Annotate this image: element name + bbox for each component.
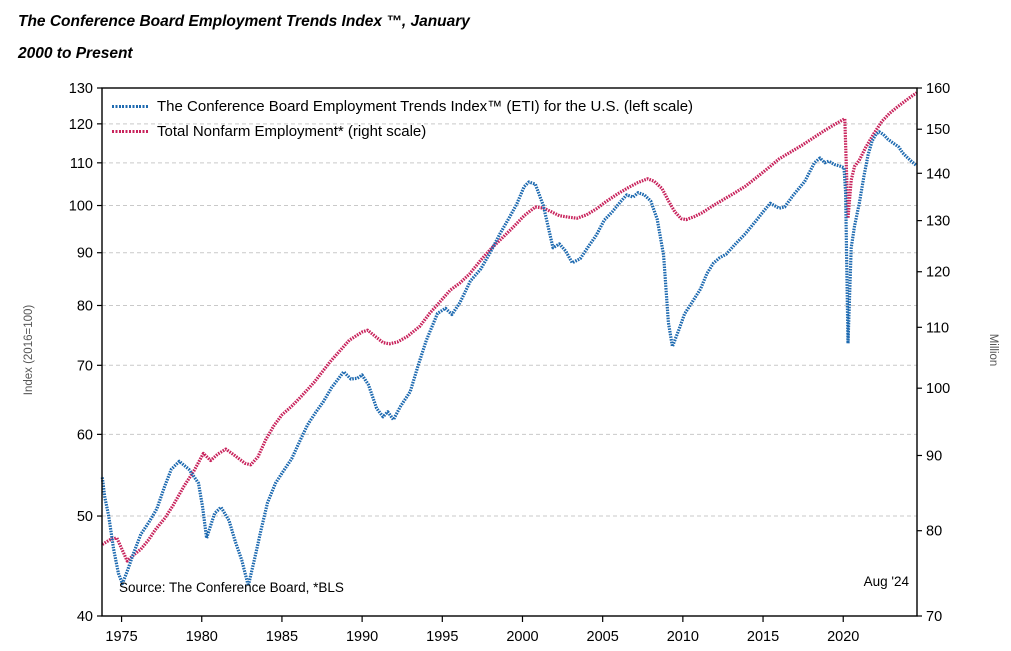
left-axis-tick-label-60: 60 [77,427,93,443]
nonfarm-legend-label: Total Nonfarm Employment* (right scale) [157,123,427,140]
left-axis-tick-label-100: 100 [69,199,93,215]
left-axis-tick-label-40: 40 [77,609,93,625]
nonfarm-line-swatch [112,129,148,134]
left-axis-tick-label-130: 130 [69,81,93,97]
right-axis-tick-label-160: 160 [926,81,950,97]
left-axis-tick-label-90: 90 [77,246,93,262]
right-axis-tick-label-140: 140 [926,166,950,182]
right-axis-tick-label-70: 70 [926,609,942,625]
left-axis-tick-label-120: 120 [69,117,93,133]
plot-border [101,87,918,617]
right-axis-tick-label-130: 130 [926,214,950,230]
right-axis-tick-label-150: 150 [926,122,950,138]
x-axis-tick-label-2005: 2005 [587,629,619,645]
left-axis-tick-label-50: 50 [77,509,93,525]
last-point-date-label: Aug '24 [863,574,909,589]
legend-item-eti: The Conference Board Employment Trends I… [112,94,693,119]
eti-legend-label: The Conference Board Employment Trends I… [157,98,694,115]
right-axis-tick-label-120: 120 [926,265,950,281]
nonfarm-line [101,91,918,563]
right-axis-tick-label-80: 80 [926,524,942,540]
x-axis-tick-label-2010: 2010 [667,629,699,645]
x-axis-tick-label-2000: 2000 [506,629,538,645]
chart-title: The Conference Board Employment Trends I… [18,6,658,70]
right-axis-title: Million [987,333,999,367]
x-axis-tick-label-1985: 1985 [266,629,298,645]
x-axis-tick-label-1995: 1995 [426,629,458,645]
eti-line-swatch [112,104,148,109]
left-axis-tick-label-110: 110 [70,156,93,172]
left-axis-tick-label-70: 70 [77,358,93,374]
right-axis-tick-label-90: 90 [926,448,942,464]
left-axis-tick-label-80: 80 [77,298,93,314]
right-axis-tick-label-100: 100 [926,381,950,397]
x-axis-tick-label-2020: 2020 [827,629,859,645]
chart-title-line2: 2000 to Present [18,45,133,62]
source-note: Source: The Conference Board, *BLS [119,580,344,595]
legend-item-nonfarm: Total Nonfarm Employment* (right scale) [112,119,693,144]
left-axis-title: Index (2016=100) [23,304,35,396]
eti-line [100,130,918,588]
x-axis-tick-label-2015: 2015 [747,629,779,645]
chart-title-line1: The Conference Board Employment Trends I… [18,13,470,30]
x-axis-tick-label-1980: 1980 [186,629,218,645]
legend: The Conference Board Employment Trends I… [112,94,693,144]
x-axis-tick-label-1990: 1990 [346,629,378,645]
right-axis-tick-label-110: 110 [926,320,949,336]
x-axis-tick-label-1975: 1975 [105,629,137,645]
